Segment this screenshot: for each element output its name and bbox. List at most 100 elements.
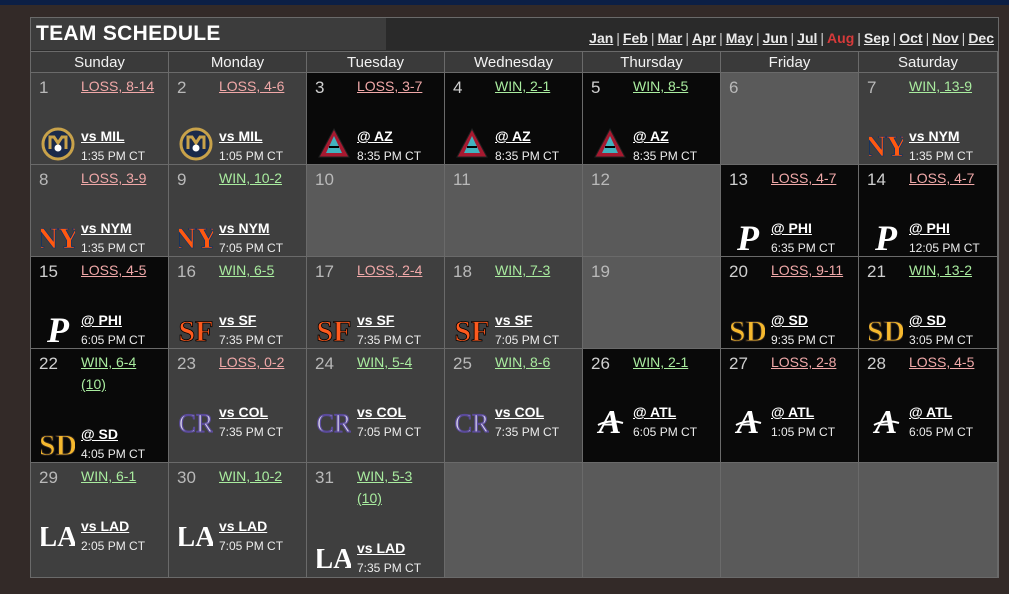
- day-cell-31[interactable]: 31 WIN, 5-3 (10) LA vs LAD 7:35 PM CT: [307, 463, 445, 578]
- month-link-nov[interactable]: Nov: [932, 30, 959, 46]
- opponent-link[interactable]: @ AZ: [495, 128, 531, 144]
- month-link-apr[interactable]: Apr: [692, 30, 717, 46]
- opponent-link[interactable]: vs COL: [357, 404, 407, 420]
- month-link-aug[interactable]: Aug: [827, 30, 855, 46]
- opponent-link[interactable]: vs NYM: [909, 128, 960, 144]
- day-cell-27[interactable]: 27 LOSS, 2-8 A @ ATL 1:05 PM CT: [721, 349, 859, 463]
- day-cell-14[interactable]: 14 LOSS, 4-7 P @ PHI 12:05 PM CT: [859, 165, 998, 258]
- opponent-link[interactable]: vs SF: [219, 312, 257, 328]
- padres-logo-icon: SD: [38, 425, 77, 463]
- game-result-link[interactable]: WIN, 8-6: [495, 354, 551, 370]
- day-cell-15[interactable]: 15 LOSS, 4-5 P @ PHI 6:05 PM CT: [31, 257, 169, 350]
- opponent-link[interactable]: @ PHI: [909, 220, 950, 236]
- day-cell-21[interactable]: 21 WIN, 13-2 SD @ SD 3:05 PM CT: [859, 257, 998, 349]
- month-link-mar[interactable]: Mar: [657, 30, 683, 46]
- day-cell-13[interactable]: 13 LOSS, 4-7 P @ PHI 6:35 PM CT: [721, 165, 859, 258]
- month-link-oct[interactable]: Oct: [899, 30, 923, 46]
- opponent-link[interactable]: vs NYM: [81, 220, 132, 236]
- game-result-link[interactable]: LOSS, 2-8: [771, 354, 837, 370]
- day-cell-28[interactable]: 28 LOSS, 4-5 A @ ATL 6:05 PM CT: [859, 349, 998, 463]
- day-cell-30[interactable]: 30 WIN, 10-2 LA vs LAD 7:05 PM CT: [169, 463, 307, 578]
- game-result-link[interactable]: LOSS, 0-2: [219, 354, 285, 370]
- day-cell-23[interactable]: 23 LOSS, 0-2 CR vs COL 7:35 PM CT: [169, 349, 307, 463]
- day-cell-4[interactable]: 4 WIN, 2-1 @ AZ 8:35 PM CT: [445, 73, 583, 165]
- opponent-link[interactable]: vs COL: [219, 404, 269, 420]
- game-result-link[interactable]: WIN, 10-2: [219, 468, 283, 484]
- month-link-jul[interactable]: Jul: [797, 30, 818, 46]
- game-result-link[interactable]: LOSS, 9-11: [771, 262, 844, 278]
- day-cell-29[interactable]: 29 WIN, 6-1 LA vs LAD 2:05 PM CT: [31, 463, 169, 578]
- game-result-link[interactable]: WIN, 5-4: [357, 354, 413, 370]
- opponent-link[interactable]: vs SF: [495, 312, 533, 328]
- opponent-link[interactable]: @ ATL: [909, 404, 953, 420]
- game-result-link[interactable]: WIN, 8-5: [633, 78, 689, 94]
- opponent-link[interactable]: vs SF: [357, 312, 395, 328]
- opponent-link[interactable]: @ ATL: [633, 404, 677, 420]
- opponent-link[interactable]: @ ATL: [771, 404, 815, 420]
- day-cell-9[interactable]: 9 WIN, 10-2 NY vs NYM 7:05 PM CT: [169, 165, 307, 257]
- game-result-link[interactable]: WIN, 6-4: [81, 354, 137, 370]
- day-cell-10: 10: [307, 165, 445, 257]
- day-cell-26[interactable]: 26 WIN, 2-1 A @ ATL 6:05 PM CT: [583, 349, 721, 463]
- game-result-link[interactable]: WIN, 10-2: [219, 170, 283, 186]
- opponent-link[interactable]: @ AZ: [357, 128, 393, 144]
- month-link-jan[interactable]: Jan: [589, 30, 614, 46]
- game-result-link[interactable]: WIN, 2-1: [633, 354, 689, 370]
- game-result-link[interactable]: WIN, 5-3: [357, 468, 413, 484]
- day-cell-18[interactable]: 18 WIN, 7-3 SF vs SF 7:05 PM CT: [445, 257, 583, 349]
- day-cell-5[interactable]: 5 WIN, 8-5 @ AZ 8:35 PM CT: [583, 73, 721, 165]
- game-result-link[interactable]: LOSS, 4-7: [909, 170, 975, 186]
- opponent-link[interactable]: @ PHI: [81, 312, 122, 328]
- opponent-link[interactable]: @ SD: [81, 426, 118, 442]
- game-result-link[interactable]: WIN, 7-3: [495, 262, 551, 278]
- svg-text:LA: LA: [179, 522, 213, 551]
- day-cell-8[interactable]: 8 LOSS, 3-9 NY vs NYM 1:35 PM CT: [31, 165, 169, 257]
- month-link-feb[interactable]: Feb: [622, 30, 648, 46]
- day-cell-16[interactable]: 16 WIN, 6-5 SF vs SF 7:35 PM CT: [169, 257, 307, 349]
- opponent-link[interactable]: vs LAD: [357, 540, 406, 556]
- month-link-jun[interactable]: Jun: [762, 30, 788, 46]
- day-cell-3[interactable]: 3 LOSS, 3-7 @ AZ 8:35 PM CT: [307, 73, 445, 165]
- day-number: 22: [39, 354, 58, 373]
- game-time: 7:35 PM CT: [495, 425, 560, 439]
- game-result-link[interactable]: WIN, 6-5: [219, 262, 275, 278]
- game-result-link[interactable]: WIN, 13-2: [909, 262, 973, 278]
- opponent-link[interactable]: vs LAD: [219, 518, 268, 534]
- game-result-link[interactable]: LOSS, 4-5: [81, 262, 147, 278]
- opponent-link[interactable]: @ PHI: [771, 220, 812, 236]
- opponent-link[interactable]: @ SD: [771, 312, 808, 328]
- day-cell-25[interactable]: 25 WIN, 8-6 CR vs COL 7:35 PM CT: [445, 349, 583, 463]
- month-link-sep[interactable]: Sep: [863, 30, 890, 46]
- opponent-link[interactable]: @ AZ: [633, 128, 669, 144]
- extra-innings-label[interactable]: (10): [357, 490, 382, 506]
- day-cell-7[interactable]: 7 WIN, 13-9 NY vs NYM 1:35 PM CT: [859, 73, 998, 165]
- opponent-link[interactable]: vs MIL: [81, 128, 125, 144]
- svg-text:SD: SD: [41, 429, 75, 459]
- day-number: 27: [729, 354, 748, 373]
- month-link-dec[interactable]: Dec: [968, 30, 994, 46]
- day-cell-20[interactable]: 20 LOSS, 9-11 SD @ SD 9:35 PM CT: [721, 257, 859, 349]
- game-result-link[interactable]: LOSS, 4-6: [219, 78, 285, 94]
- day-cell-17[interactable]: 17 LOSS, 2-4 SF vs SF 7:35 PM CT: [307, 257, 445, 349]
- opponent-link[interactable]: vs COL: [495, 404, 545, 420]
- day-cell-1[interactable]: 1 LOSS, 8-14 vs MIL 1:35 PM CT: [31, 73, 169, 165]
- day-cell-24[interactable]: 24 WIN, 5-4 CR vs COL 7:05 PM CT: [307, 349, 445, 463]
- game-result-link[interactable]: WIN, 6-1: [81, 468, 137, 484]
- game-result-link[interactable]: LOSS, 3-7: [357, 78, 423, 94]
- game-result-link[interactable]: LOSS, 8-14: [81, 78, 155, 94]
- game-result-link[interactable]: LOSS, 4-5: [909, 354, 975, 370]
- extra-innings-label[interactable]: (10): [81, 376, 106, 392]
- day-cell-22[interactable]: 22 WIN, 6-4 (10) SD @ SD 4:05 PM CT: [31, 349, 169, 463]
- game-result-link[interactable]: WIN, 2-1: [495, 78, 551, 94]
- day-cell-2[interactable]: 2 LOSS, 4-6 vs MIL 1:05 PM CT: [169, 73, 307, 165]
- opponent-link[interactable]: vs LAD: [81, 518, 130, 534]
- game-result-link[interactable]: LOSS, 2-4: [357, 262, 423, 278]
- game-result-link[interactable]: LOSS, 3-9: [81, 170, 147, 186]
- opponent-link[interactable]: @ SD: [909, 312, 946, 328]
- game-result-link[interactable]: WIN, 13-9: [909, 78, 973, 94]
- month-separator: |: [892, 30, 897, 46]
- game-result-link[interactable]: LOSS, 4-7: [771, 170, 837, 186]
- opponent-link[interactable]: vs NYM: [219, 220, 270, 236]
- opponent-link[interactable]: vs MIL: [219, 128, 263, 144]
- month-link-may[interactable]: May: [725, 30, 753, 46]
